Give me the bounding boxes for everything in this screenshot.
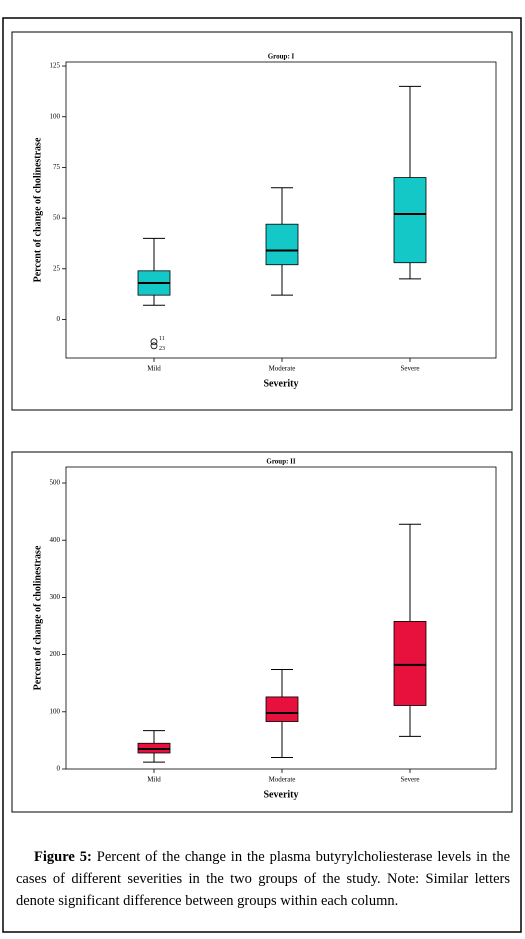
caption: Figure 5: Percent of the change in the p… — [16, 846, 510, 912]
y-axis-label: Percent of change of cholinestrase — [32, 137, 43, 282]
chart-frame — [11, 31, 513, 411]
y-tick-label: 100 — [50, 112, 61, 120]
box — [265, 696, 299, 722]
y-tick-label: 125 — [50, 62, 61, 70]
x-tick-label: Mild — [147, 365, 161, 373]
y-tick-label: 0 — [57, 765, 61, 773]
y-tick-label: 100 — [50, 707, 61, 715]
y-tick-label: 0 — [57, 315, 61, 323]
x-tick-label: Severe — [400, 776, 419, 784]
x-tick-label: Moderate — [269, 365, 296, 373]
x-axis-label: Severity — [264, 378, 299, 389]
x-axis-label: Severity — [264, 789, 299, 800]
outlier-label: 11 — [159, 336, 165, 342]
box — [393, 621, 427, 706]
outlier-label: 23 — [159, 346, 165, 352]
y-tick-label: 25 — [53, 264, 61, 272]
chart-frame — [11, 451, 513, 813]
y-tick-label: 300 — [50, 593, 61, 601]
y-tick-label: 50 — [53, 214, 61, 222]
box — [265, 223, 299, 266]
box — [393, 177, 427, 264]
outlier — [150, 342, 158, 350]
plot-area — [65, 61, 497, 359]
y-tick-label: 500 — [50, 479, 61, 487]
x-tick-label: Severe — [400, 365, 419, 373]
chart-title: Group: I — [268, 53, 295, 61]
chart-title: Group: II — [266, 458, 296, 466]
outlier — [150, 338, 158, 346]
plot-area — [65, 466, 497, 770]
x-tick-label: Moderate — [269, 776, 296, 784]
x-tick-label: Mild — [147, 776, 161, 784]
y-axis-label: Percent of change of cholinestrase — [32, 545, 43, 690]
caption-label: Figure 5: — [34, 849, 92, 865]
y-tick-label: 200 — [50, 650, 61, 658]
figure-border — [2, 17, 522, 933]
y-tick-label: 400 — [50, 536, 61, 544]
caption-text: Percent of the change in the plasma buty… — [16, 849, 511, 909]
y-tick-label: 75 — [53, 163, 61, 171]
